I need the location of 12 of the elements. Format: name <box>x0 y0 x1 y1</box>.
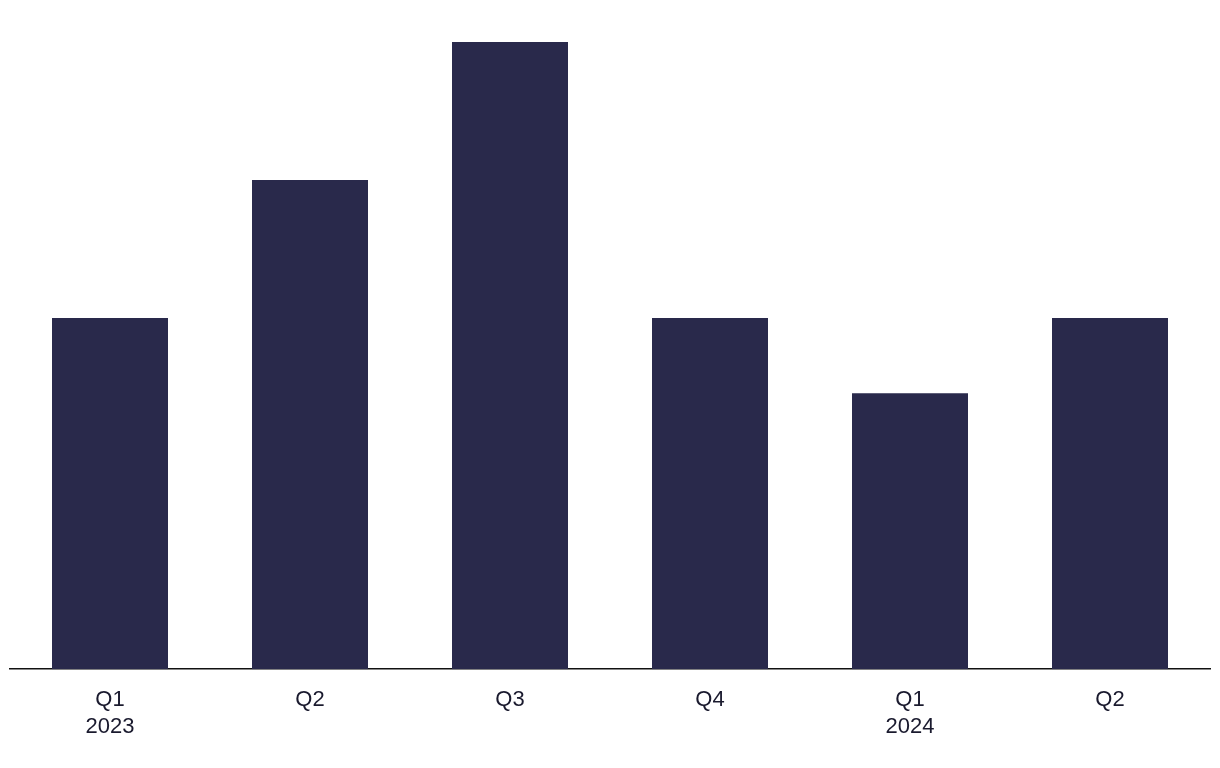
bar <box>52 317 168 670</box>
bar <box>1052 317 1168 670</box>
x-tick-label: Q2 <box>295 686 325 712</box>
bar <box>652 317 768 670</box>
x-tick-label: Q2 <box>1095 686 1125 712</box>
x-tick-label: Q1 2023 <box>85 686 135 738</box>
bar <box>852 393 968 670</box>
x-tick-label: Q4 <box>695 686 725 712</box>
x-tick-label: Q1 2024 <box>885 686 935 738</box>
bar <box>452 42 568 670</box>
x-tick-label: Q3 <box>495 686 525 712</box>
bar <box>252 179 368 670</box>
